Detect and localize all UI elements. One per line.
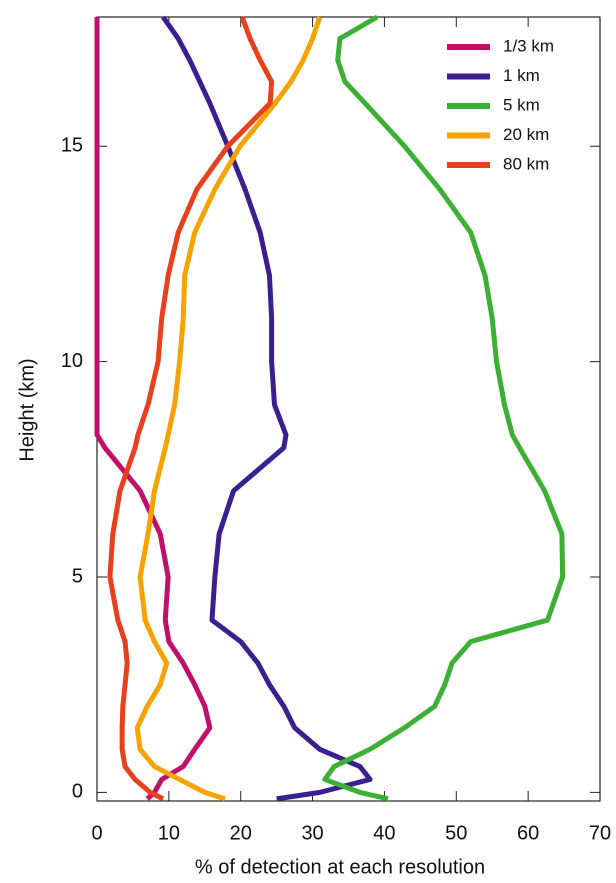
x-tick-label: 30	[301, 822, 323, 844]
series-line	[107, 16, 275, 802]
legend-label: 20 km	[503, 125, 549, 144]
series-line	[94, 17, 213, 801]
y-axis-label: Height (km)	[16, 358, 38, 461]
x-tick-label: 70	[589, 822, 611, 844]
x-tick-label: 20	[230, 822, 252, 844]
x-tick-label: 60	[517, 822, 539, 844]
x-tick-label: 40	[373, 822, 395, 844]
x-tick-label: 50	[445, 822, 467, 844]
legend-label: 1 km	[503, 66, 540, 85]
y-tick-label: 0	[72, 781, 83, 803]
series-line	[161, 15, 373, 802]
x-axis-label: % of detection at each resolution	[195, 856, 485, 878]
y-tick-label: 15	[61, 135, 83, 157]
legend-label: 5 km	[503, 95, 540, 114]
y-tick-label: 10	[61, 350, 83, 372]
legend-label: 1/3 km	[503, 36, 554, 55]
legend-label: 80 km	[503, 154, 549, 173]
series-line	[322, 14, 566, 802]
x-tick-label: 0	[91, 822, 102, 844]
y-tick-label: 5	[72, 565, 83, 587]
x-tick-label: 10	[158, 822, 180, 844]
series-line	[134, 16, 323, 802]
